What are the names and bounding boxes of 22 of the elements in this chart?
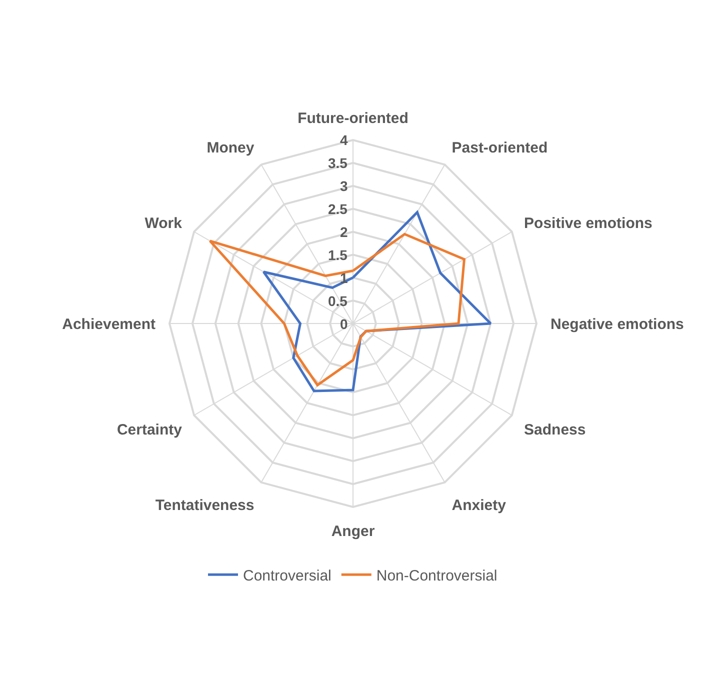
spoke-label: Work <box>144 214 183 232</box>
spoke-label: Negative emotions <box>550 316 684 333</box>
y-tick-label: 0 <box>340 316 348 332</box>
spoke-label: Positive emotions <box>524 214 652 232</box>
spoke-label: Past-oriented <box>452 139 548 156</box>
spoke-label: Future-oriented <box>298 110 408 127</box>
legend-label: Non-Controversial <box>376 567 498 584</box>
spoke-label: Certainty <box>116 421 183 438</box>
legend-label: Controversial <box>243 567 332 584</box>
y-tick-label: 0.5 <box>328 293 348 309</box>
spoke-label: Anger <box>331 523 375 540</box>
y-tick-label: 4 <box>340 132 348 148</box>
y-tick-label: 3 <box>340 178 348 194</box>
spoke-label: Achievement <box>62 316 156 333</box>
spoke-label: Sadness <box>524 421 586 438</box>
y-tick-label: 3.5 <box>328 155 348 171</box>
y-tick-label: 1.5 <box>328 247 348 263</box>
y-tick-label: 2.5 <box>328 201 348 217</box>
spoke-label: Tentativeness <box>155 497 254 514</box>
spoke-label: Anxiety <box>452 497 507 514</box>
y-tick-label: 2 <box>340 224 348 240</box>
spoke-label: Money <box>206 139 255 156</box>
